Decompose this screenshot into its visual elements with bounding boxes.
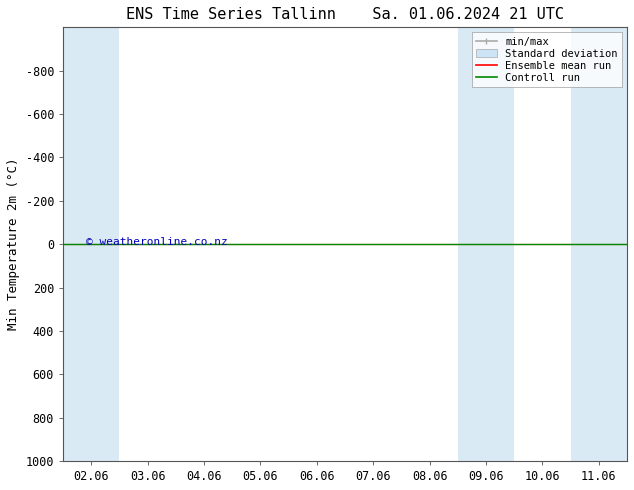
Legend: min/max, Standard deviation, Ensemble mean run, Controll run: min/max, Standard deviation, Ensemble me… <box>472 32 622 87</box>
Text: © weatheronline.co.nz: © weatheronline.co.nz <box>86 237 228 247</box>
Title: ENS Time Series Tallinn    Sa. 01.06.2024 21 UTC: ENS Time Series Tallinn Sa. 01.06.2024 2… <box>126 7 564 22</box>
Y-axis label: Min Temperature 2m (°C): Min Temperature 2m (°C) <box>7 158 20 330</box>
Bar <box>571 27 627 461</box>
Bar <box>458 27 514 461</box>
Bar <box>63 27 119 461</box>
